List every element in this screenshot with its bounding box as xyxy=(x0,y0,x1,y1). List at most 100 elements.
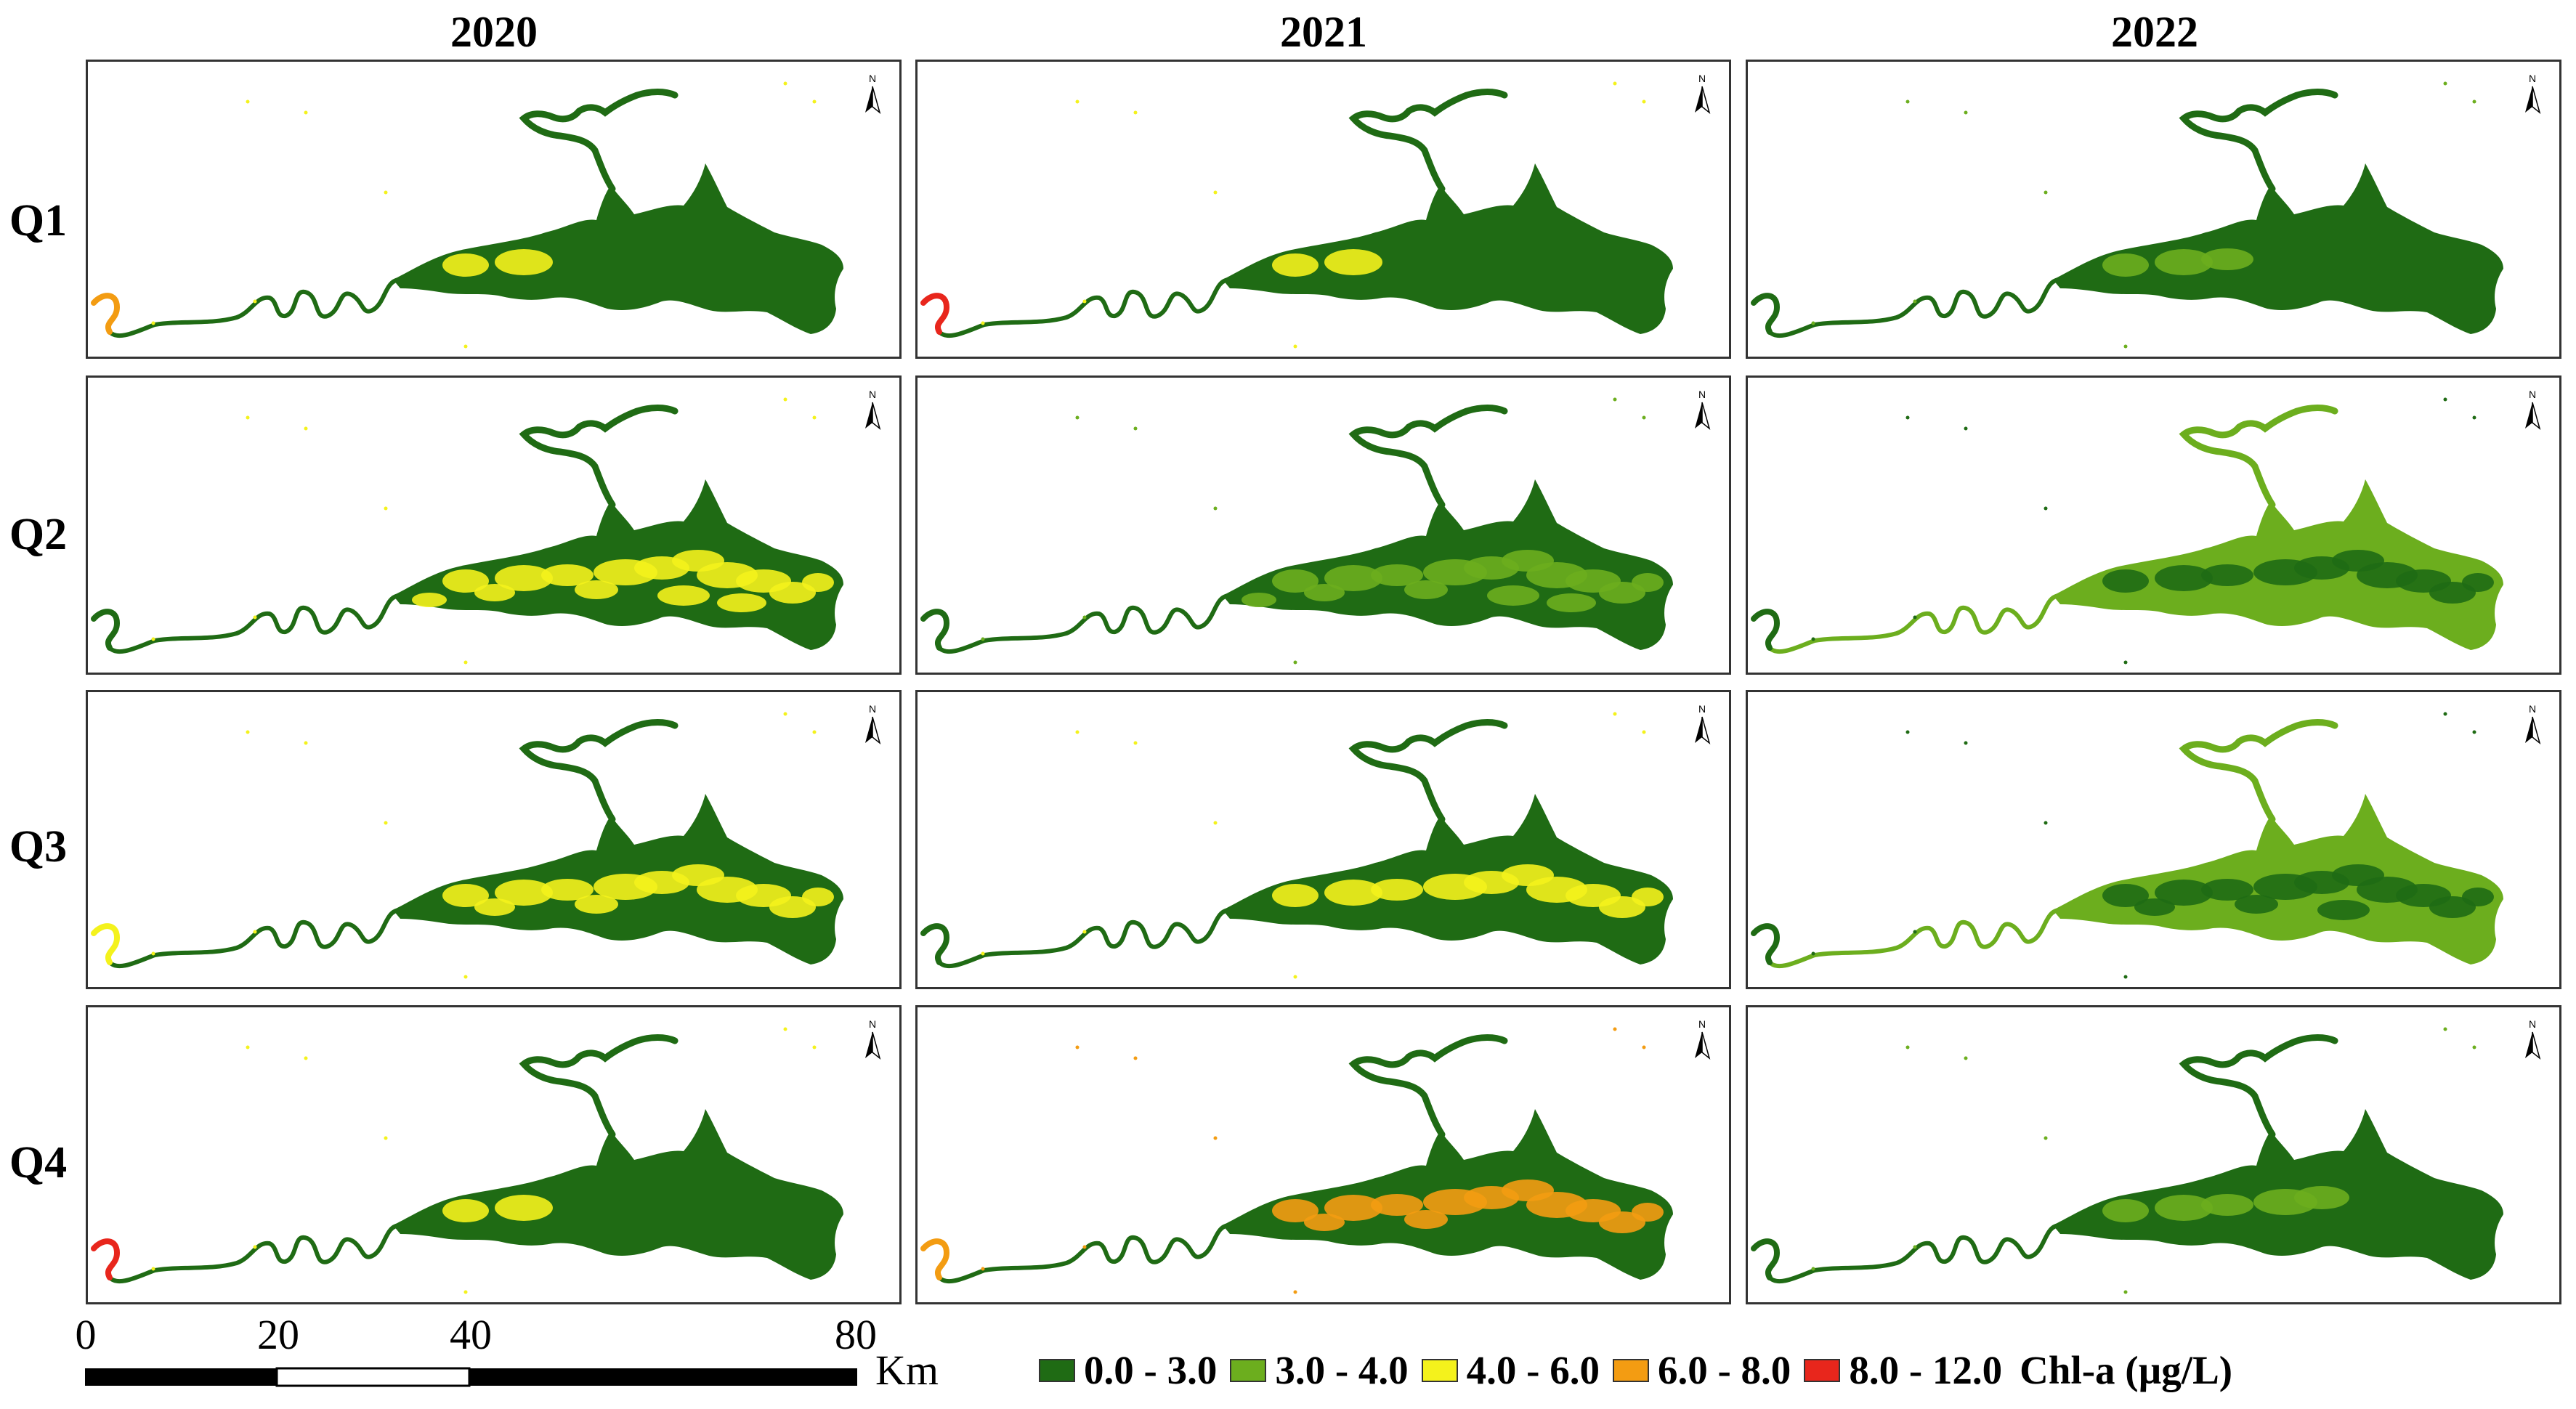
scattered-pixel xyxy=(2443,81,2447,86)
chl-patch xyxy=(442,569,489,593)
chl-patch xyxy=(1632,573,1664,592)
reservoir-map: N xyxy=(920,389,1711,665)
chl-patch xyxy=(1272,1199,1319,1222)
north-arrow-label: N xyxy=(1698,389,1706,400)
river-channel xyxy=(1751,277,2062,338)
scattered-pixel xyxy=(304,1056,308,1060)
scattered-pixel xyxy=(253,299,257,304)
upstream-inlet xyxy=(1751,609,1781,651)
scattered-pixel xyxy=(2044,821,2048,825)
chl-patch xyxy=(575,580,618,599)
scattered-pixel xyxy=(1642,1045,1646,1049)
legend-label-4: 8.0 - 12.0 xyxy=(1849,1348,2003,1392)
scattered-pixel xyxy=(1811,1267,1815,1271)
north-arrow: N xyxy=(2525,73,2541,115)
upstream-inlet xyxy=(1751,923,1781,965)
scattered-pixel xyxy=(463,975,468,979)
chl-patch xyxy=(1487,585,1539,606)
scattered-pixel xyxy=(1642,415,1646,420)
scattered-pixel xyxy=(1133,1056,1138,1060)
river-channel xyxy=(92,593,402,654)
reservoir-body xyxy=(393,163,843,334)
chl-patch xyxy=(2155,565,2213,591)
scattered-pixel xyxy=(2472,100,2476,104)
scattered-pixel xyxy=(2472,730,2476,734)
chl-patch xyxy=(2102,1199,2149,1222)
scattered-pixel xyxy=(2472,415,2476,420)
scattered-pixel xyxy=(304,741,308,745)
scattered-pixel xyxy=(1613,712,1617,716)
northern-arm xyxy=(1348,1034,1508,1138)
scattered-pixel xyxy=(1293,660,1297,665)
legend-item-1: 3.0 - 4.0 xyxy=(1230,1347,1409,1394)
north-arrow: N xyxy=(865,1018,881,1060)
north-arrow-label: N xyxy=(869,1018,876,1030)
chl-patch xyxy=(2201,564,2253,586)
northern-arm xyxy=(2179,719,2338,823)
north-arrow-label: N xyxy=(869,389,876,400)
scattered-pixel xyxy=(783,397,787,402)
reservoir-map: N xyxy=(91,1018,881,1294)
reservoir-map: N xyxy=(920,1018,1711,1294)
scale-tick-0: 0 xyxy=(75,1311,97,1358)
map-panel-q3-2022: N xyxy=(1746,690,2561,989)
river-channel xyxy=(921,593,1232,654)
scattered-pixel xyxy=(783,1027,787,1031)
scattered-pixel xyxy=(1905,415,1910,420)
chl-patch xyxy=(495,1195,553,1221)
river-channel xyxy=(921,908,1232,968)
scattered-pixel xyxy=(783,81,787,86)
scattered-pixel xyxy=(1293,975,1297,979)
north-arrow-label: N xyxy=(2529,389,2536,400)
north-arrow: N xyxy=(1695,73,1711,115)
scattered-pixel xyxy=(253,1245,257,1249)
scattered-pixel xyxy=(1133,110,1138,115)
chl-patch xyxy=(1371,879,1423,901)
north-arrow: N xyxy=(865,73,881,115)
reservoir-body xyxy=(2053,163,2503,334)
chl-patch xyxy=(2102,569,2149,593)
chl-patch xyxy=(1632,888,1664,906)
chl-patch xyxy=(2201,879,2253,901)
scattered-pixel xyxy=(1075,415,1080,420)
reservoir-map: N xyxy=(1751,703,2541,979)
river-channel xyxy=(1751,1223,2062,1283)
legend-item-4: 8.0 - 12.0 xyxy=(1804,1347,2002,1394)
chl-patch xyxy=(1272,253,1319,277)
chl-patch xyxy=(442,253,489,277)
row-label-q2: Q2 xyxy=(9,510,68,559)
map-panel-q3-2020: N xyxy=(86,690,902,989)
reservoir-map: N xyxy=(1751,1018,2541,1294)
scattered-pixel xyxy=(1293,1290,1297,1294)
scattered-pixel xyxy=(1213,821,1218,825)
northern-arm xyxy=(2179,405,2338,508)
northern-arm xyxy=(519,89,679,192)
legend-swatch-0 xyxy=(1039,1359,1075,1382)
scattered-pixel xyxy=(812,415,817,420)
scattered-pixel xyxy=(1213,190,1218,195)
scattered-pixel xyxy=(981,637,985,641)
scattered-pixel xyxy=(1213,506,1218,511)
scattered-pixel xyxy=(304,110,308,115)
scattered-pixel xyxy=(1082,615,1087,620)
north-arrow: N xyxy=(2525,703,2541,745)
map-panel-q2-2021: N xyxy=(915,375,1731,675)
scattered-pixel xyxy=(1293,344,1297,349)
scattered-pixel xyxy=(981,951,985,956)
chl-patch xyxy=(1304,1214,1345,1231)
legend-label-3: 6.0 - 8.0 xyxy=(1657,1348,1791,1392)
north-arrow: N xyxy=(2525,389,2541,431)
chl-patch xyxy=(2155,1195,2213,1221)
scattered-pixel xyxy=(304,426,308,431)
scattered-pixel xyxy=(2443,1027,2447,1031)
scattered-pixel xyxy=(1082,930,1087,934)
scattered-pixel xyxy=(384,1136,388,1140)
scattered-pixel xyxy=(1913,615,1917,620)
northern-arm xyxy=(2179,1034,2338,1138)
chl-patch xyxy=(1324,565,1382,591)
north-arrow: N xyxy=(1695,703,1711,745)
upstream-inlet xyxy=(1751,293,1781,335)
chl-patch xyxy=(1324,1195,1382,1221)
chl-patch xyxy=(802,888,834,906)
north-arrow-label: N xyxy=(1698,73,1706,84)
